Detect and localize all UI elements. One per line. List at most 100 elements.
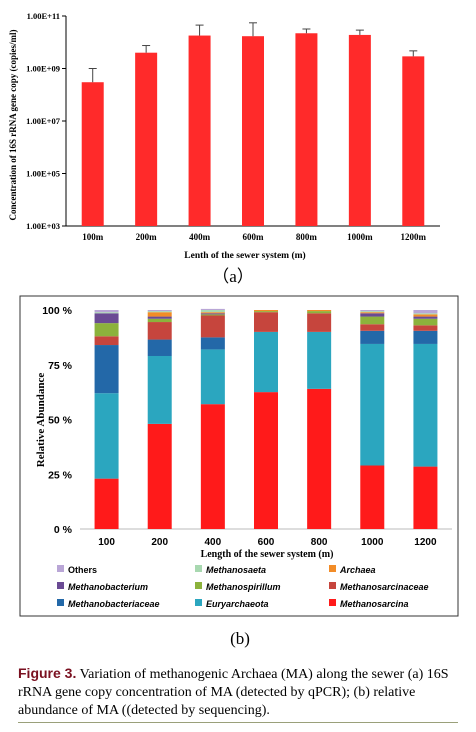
chart-b-segment [147, 312, 172, 317]
chart-a-y-tick-label: 1.00E+11 [27, 11, 60, 21]
chart-b-segment [360, 312, 385, 314]
chart-b-segment [94, 336, 119, 346]
chart-a-x-tick-label: 400m [189, 232, 211, 242]
chart-b-legend-label: Euryarchaeota [206, 599, 269, 609]
chart-a-bar [135, 52, 158, 227]
chart-b-segment [413, 316, 438, 319]
chart-b-segment [413, 313, 438, 315]
chart-b-x-tick-label: 800 [311, 537, 328, 548]
chart-a-x-axis-title: Lenth of the sewer system (m) [184, 250, 305, 261]
chart-a-x-tick-label: 1200m [401, 232, 427, 242]
chart-b-segment [200, 404, 225, 529]
chart-b-segment [360, 343, 385, 466]
chart-a-bar [242, 36, 264, 226]
chart-b-legend-swatch [195, 565, 202, 572]
chart-b-x-tick-label: 400 [205, 537, 222, 548]
chart-b-y-tick-label: 100 % [42, 305, 72, 317]
chart-b-y-tick-label: 25 % [48, 469, 73, 481]
chart-b-segment [94, 478, 119, 529]
chart-b-segment [200, 310, 225, 313]
chart-b-segment [254, 310, 278, 312]
chart-b-segment [94, 312, 119, 314]
chart-b-segment [254, 392, 278, 529]
chart-b-segment [200, 314, 225, 316]
chart-b-x-tick-label: 200 [151, 537, 168, 548]
chart-b-legend-label: Methanobacterium [68, 582, 148, 592]
chart-b-segment [200, 349, 225, 405]
panel-a-label: （a） [212, 267, 254, 286]
chart-b-y-tick-label: 0 % [54, 524, 73, 536]
chart-b-segment [413, 325, 438, 331]
panel-b-label: (b) [230, 629, 250, 648]
chart-b-legend-label: Methanosarcinaceae [340, 582, 429, 592]
chart-b-segment [307, 388, 332, 529]
chart-b-legend-label: Methanosaeta [206, 565, 266, 575]
chart-b-legend-swatch [329, 599, 336, 606]
chart-b-legend-label: Others [68, 565, 97, 575]
chart-a-y-tick-label: 1.00E+07 [26, 116, 61, 126]
chart-a-y-axis-title: Concentration of 16S rRNA gene copy (cop… [8, 30, 18, 221]
chart-b-segment [254, 312, 278, 332]
chart-a-bar [81, 82, 104, 226]
chart-a-y-tick-label: 1.00E+09 [26, 64, 60, 74]
figure-caption: Figure 3. Variation of methanogenic Arch… [18, 664, 468, 720]
chart-a-x-tick-label: 100m [82, 232, 104, 242]
chart-b-segment [360, 330, 385, 344]
chart-b-legend-swatch [57, 599, 64, 606]
chart-b-legend: Others Methanosaeta Archaea Methanobacteriu… [57, 565, 429, 609]
chart-b-segment [147, 322, 172, 340]
chart-b-segment [413, 314, 438, 317]
chart-b-segment [413, 343, 438, 467]
chart-b-segment [94, 323, 119, 337]
chart-b-segment [360, 324, 385, 331]
chart-b-x-axis-title: Length of the sewer system (m) [201, 549, 334, 560]
chart-a-y-tick-label: 1.00E+03 [26, 221, 60, 231]
chart-b-segment [200, 313, 225, 315]
chart-a-x-tick-label: 600m [243, 232, 265, 242]
chart-b-segment [200, 337, 225, 350]
chart-b-segment [147, 310, 172, 312]
chart-b-legend-label: Archaea [339, 565, 376, 575]
chart-b-segment [254, 331, 278, 393]
chart-a-x-tick-label: 1000m [347, 232, 373, 242]
chart-a-tick-labels: 1.00E+03 1.00E+05 1.00E+07 1.00E+09 1.00E+11… [26, 11, 426, 242]
chart-a-bar [295, 33, 318, 226]
chart-a-x-tick-label: 200m [136, 232, 158, 242]
chart-b-y-tick-label: 75 % [48, 360, 73, 372]
chart-b-segment [307, 331, 332, 389]
chart-b-legend-swatch [195, 599, 202, 606]
chart-b-segment [307, 310, 332, 312]
caption-divider [18, 722, 458, 723]
chart-b-segment [307, 311, 332, 314]
chart-b-segment [147, 316, 172, 319]
chart-b-segment [254, 311, 278, 313]
chart-b-segment [413, 310, 438, 314]
chart-b-segment [94, 393, 119, 479]
chart-b-legend-label: Methanobacteriaceae [68, 599, 160, 609]
chart-a-bar [348, 34, 371, 227]
chart-a-bar [188, 35, 211, 226]
chart-b-legend-swatch [57, 582, 64, 589]
chart-a-x-tick-label: 800m [296, 232, 318, 242]
chart-b-segment [360, 465, 385, 529]
chart-b-x-tick-label: 1000 [361, 537, 384, 548]
chart-b-segment [200, 315, 225, 338]
chart-b-segment [360, 310, 385, 312]
chart-b-segment [147, 318, 172, 323]
figure-caption-label: Figure 3. [18, 665, 77, 681]
chart-b-relative-abundance: 0 % 25 % 50 % 75 % 100 % 100 200 400 600 800 1000 1… [19, 295, 459, 648]
chart-b-x-tick-label: 1200 [414, 537, 437, 548]
chart-b-frame [19, 295, 459, 617]
chart-b-segment [94, 345, 119, 394]
chart-b-segment [147, 339, 172, 356]
chart-b-legend-swatch [329, 565, 336, 572]
chart-b-segment [360, 311, 385, 313]
chart-b-segment [94, 310, 119, 313]
chart-b-segment [147, 355, 172, 424]
chart-a-bars [81, 22, 425, 227]
chart-b-legend-swatch [195, 582, 202, 589]
chart-b-segment [360, 313, 385, 317]
chart-b-segment [413, 466, 438, 529]
chart-b-segment [147, 423, 172, 529]
chart-b-legend-swatch [57, 565, 64, 572]
